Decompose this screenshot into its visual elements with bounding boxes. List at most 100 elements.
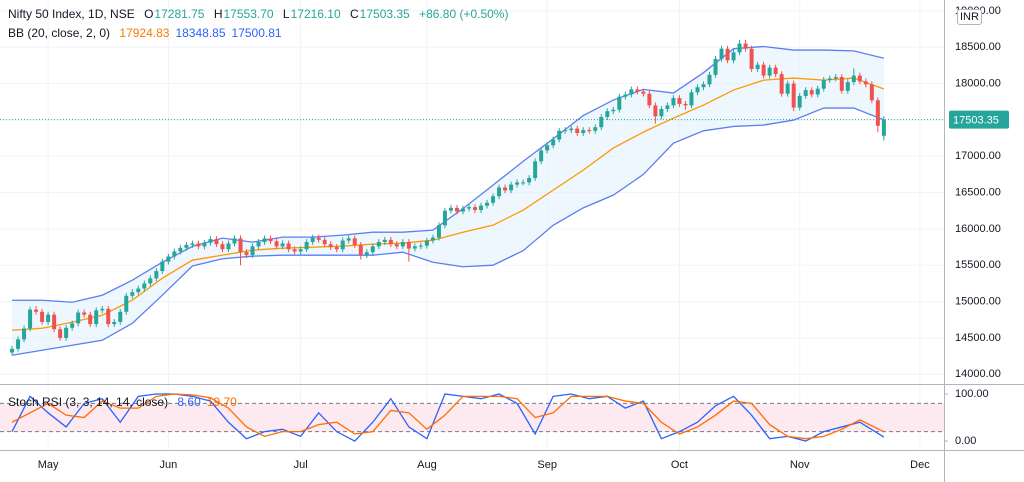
- candle: [665, 102, 670, 112]
- candle: [190, 240, 195, 248]
- candle: [695, 84, 700, 96]
- candle-body: [136, 288, 141, 293]
- candle-body: [382, 239, 387, 243]
- candle-body: [430, 237, 435, 241]
- candle: [767, 64, 772, 79]
- candle-body: [142, 283, 147, 289]
- candle: [719, 45, 724, 62]
- candle-body: [400, 242, 405, 247]
- ohlc-label: C: [350, 7, 359, 21]
- x-tick-label: Sep: [537, 459, 557, 471]
- candle: [689, 89, 694, 109]
- currency-badge[interactable]: INR: [957, 9, 982, 25]
- candle-body: [388, 239, 393, 245]
- candle-body: [46, 314, 51, 322]
- candle: [857, 72, 862, 85]
- candle-body: [88, 314, 93, 325]
- candle-body: [346, 238, 351, 241]
- candle-body: [611, 109, 616, 112]
- candle-body: [220, 244, 225, 250]
- candle: [815, 85, 820, 98]
- candle: [599, 114, 604, 131]
- candle: [611, 106, 616, 115]
- candle: [448, 204, 453, 214]
- candle: [160, 258, 165, 274]
- candle-body: [424, 240, 429, 246]
- candle-body: [635, 89, 640, 92]
- candle: [112, 319, 117, 328]
- candle-body: [148, 278, 153, 284]
- candle-body: [797, 95, 802, 108]
- candle-body: [334, 247, 339, 250]
- candle-body: [677, 98, 682, 104]
- candle: [358, 242, 363, 260]
- candle-body: [875, 100, 880, 126]
- candle: [136, 285, 141, 296]
- candle-body: [839, 77, 844, 91]
- candle: [454, 204, 459, 215]
- candle-body: [244, 252, 249, 256]
- candle-body: [274, 241, 279, 247]
- candle-body: [491, 196, 496, 203]
- candle-body: [232, 238, 237, 244]
- candle-body: [575, 128, 580, 133]
- candle: [557, 127, 562, 143]
- candle: [352, 235, 357, 248]
- candle-body: [785, 83, 790, 94]
- candle-body: [629, 89, 634, 95]
- candle-body: [52, 314, 57, 330]
- candle: [304, 239, 309, 253]
- y-tick-label: 100.00: [955, 388, 989, 400]
- candle: [617, 93, 622, 113]
- candle-body: [328, 244, 333, 248]
- candle: [322, 236, 327, 248]
- y-tick-label: 16000.00: [955, 223, 1001, 235]
- candle-body: [791, 83, 796, 108]
- candle: [761, 61, 766, 79]
- candle: [400, 239, 405, 250]
- candle-body: [803, 90, 808, 96]
- candle-body: [202, 242, 207, 247]
- candle: [100, 305, 105, 314]
- candle-body: [130, 292, 135, 296]
- candle: [298, 246, 303, 255]
- candle: [130, 289, 135, 299]
- candle: [16, 336, 21, 352]
- candle: [442, 207, 447, 229]
- candle-body: [376, 242, 381, 247]
- candle: [485, 199, 490, 209]
- candle: [827, 75, 832, 83]
- x-tick-label: Jul: [294, 459, 308, 471]
- candle: [334, 244, 339, 253]
- ohlc-value: 17281.75: [154, 7, 205, 21]
- indicator-values: 17924.83 18348.85 17500.81: [114, 26, 282, 40]
- candle-body: [214, 239, 219, 245]
- candle: [154, 268, 159, 282]
- candle: [545, 142, 550, 154]
- candle-body: [178, 247, 183, 252]
- candle: [256, 239, 261, 250]
- candle-body: [124, 295, 129, 312]
- candle-body: [503, 187, 508, 191]
- candle-body: [869, 84, 874, 101]
- candle-body: [731, 52, 736, 61]
- indicator-line: [11, 107, 885, 356]
- candle-body: [100, 308, 105, 311]
- candle-body: [10, 348, 15, 353]
- candle: [851, 68, 856, 86]
- candle-body: [863, 81, 868, 85]
- legend-value: 17924.83: [119, 26, 170, 40]
- candle-body: [719, 48, 724, 59]
- y-tick-label: 0.00: [955, 435, 976, 447]
- candle-body: [623, 94, 628, 97]
- last-price-label: 17503.35: [953, 115, 999, 127]
- y-tick-label: 18000.00: [955, 77, 1001, 89]
- candle: [527, 175, 532, 186]
- candle-body: [641, 91, 646, 94]
- candle: [809, 87, 814, 98]
- candle-body: [196, 243, 201, 247]
- candle: [226, 240, 231, 253]
- candle: [653, 102, 658, 124]
- candle: [677, 95, 682, 107]
